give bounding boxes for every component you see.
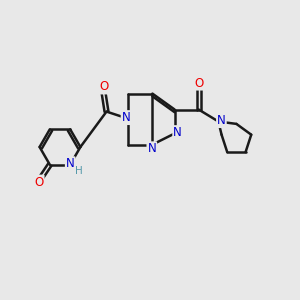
Text: O: O: [194, 76, 203, 90]
Text: N: N: [147, 142, 156, 155]
Text: N: N: [122, 111, 130, 124]
Text: H: H: [75, 166, 83, 176]
Text: N: N: [173, 126, 182, 139]
Text: O: O: [99, 80, 108, 94]
Text: O: O: [34, 176, 43, 189]
Text: N: N: [217, 114, 226, 127]
Text: N: N: [66, 157, 75, 170]
